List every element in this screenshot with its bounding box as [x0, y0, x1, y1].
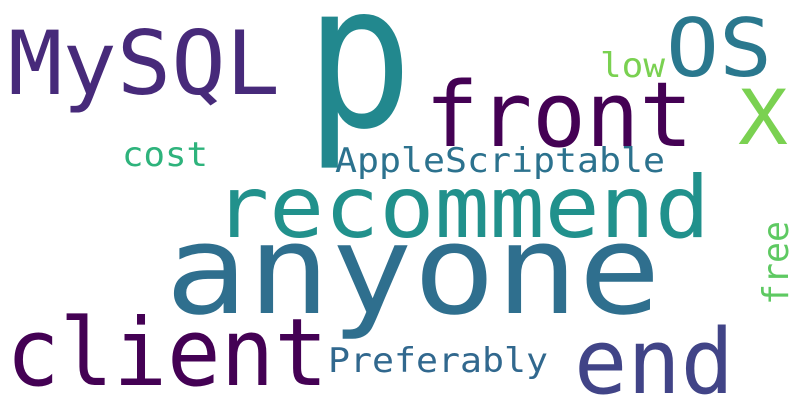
word-recommend: recommend	[214, 158, 710, 258]
word-low: low	[600, 46, 666, 86]
word-preferably: Preferably	[328, 341, 548, 381]
word-client: client	[6, 299, 328, 400]
word-x: X	[738, 73, 788, 162]
word-front: front	[425, 63, 693, 168]
word-anyone: anyone	[165, 199, 661, 343]
word-mysql: MySQL	[8, 12, 280, 115]
word-os: OS	[666, 2, 772, 95]
word-cost: cost	[122, 135, 208, 175]
word-end: end	[574, 310, 734, 400]
word-p: p	[305, 0, 413, 174]
word-free: free	[756, 221, 797, 305]
word-applescriptable: AppleScriptable	[335, 141, 665, 181]
